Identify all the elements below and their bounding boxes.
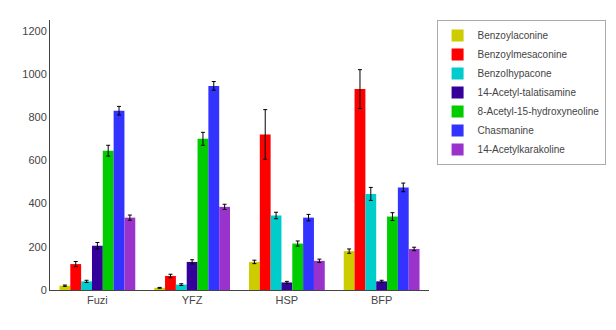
svg-text:800: 800 — [28, 111, 46, 123]
svg-text:1200: 1200 — [22, 25, 46, 37]
svg-text:YFZ: YFZ — [182, 294, 203, 306]
svg-text:BFP: BFP — [371, 294, 392, 306]
svg-text:Benzoylmesaconine: Benzoylmesaconine — [478, 49, 568, 60]
svg-text:Fuzi: Fuzi — [87, 294, 108, 306]
svg-text:HSP: HSP — [276, 294, 299, 306]
svg-text:400: 400 — [28, 197, 46, 209]
svg-text:14-Acetylkarakoline: 14-Acetylkarakoline — [478, 144, 566, 155]
svg-text:Benzolhypacone: Benzolhypacone — [478, 68, 552, 79]
svg-text:8-Acetyl-15-hydroxyneoline: 8-Acetyl-15-hydroxyneoline — [478, 106, 600, 117]
svg-text:14-Acetyl-talatisamine: 14-Acetyl-talatisamine — [478, 87, 577, 98]
svg-text:200: 200 — [28, 241, 46, 253]
svg-text:600: 600 — [28, 154, 46, 166]
svg-text:1000: 1000 — [22, 68, 46, 80]
svg-text:Chasmanine: Chasmanine — [478, 125, 535, 136]
svg-text:0: 0 — [41, 284, 47, 296]
svg-text:Benzoylaconine: Benzoylaconine — [478, 30, 549, 41]
